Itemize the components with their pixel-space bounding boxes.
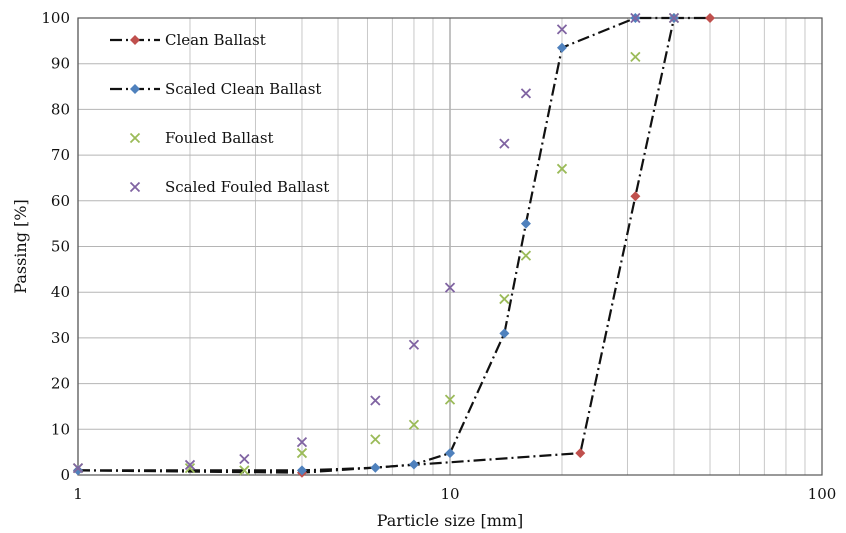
y-tick-label: 50: [51, 238, 70, 256]
scaled-clean-ballast-point: [408, 459, 419, 470]
data-points: [72, 12, 716, 478]
tick-labels: 1 10 100 0 10 20 30 40 50 60 70 80 90 100: [41, 9, 836, 503]
y-tick-label: 80: [51, 100, 70, 118]
series-line-clean-ballast: [77, 16, 710, 474]
fouled-ballast-point: [630, 51, 641, 62]
fouled-ballast-point: [556, 163, 568, 174]
y-tick-label: 100: [41, 9, 70, 27]
x-tick-label: 10: [440, 485, 459, 503]
legend-item-scaled-clean-ballast: Scaled Clean Ballast: [110, 80, 321, 98]
scaled-fouled-ballast-point: [630, 12, 641, 24]
scaled-fouled-ballast-point: [556, 24, 568, 35]
plot-frame: [77, 17, 823, 476]
legend-label: Scaled Clean Ballast: [165, 80, 321, 98]
scaled-clean-ballast-point: [556, 42, 567, 53]
y-tick-label: 90: [51, 55, 70, 73]
scaled-fouled-ballast-point: [668, 12, 680, 24]
scaled-clean-ballast-point: [520, 218, 531, 229]
scaled-clean-ballast-point: [296, 465, 307, 476]
fouled-ballast-point: [499, 293, 510, 305]
series-lines: [77, 16, 710, 474]
scaled-clean-ballast-point: [499, 328, 510, 339]
x-tick-label: 100: [808, 485, 837, 503]
fouled-ballast-point: [184, 463, 196, 474]
fouled-ballast-point: [239, 465, 250, 476]
scaled-fouled-ballast-point: [499, 138, 510, 149]
y-axis-label: Passing [%]: [11, 199, 30, 293]
legend-marker-swatch: [130, 84, 140, 94]
y-tick-label: 70: [51, 146, 70, 164]
clean-ballast-point: [630, 191, 641, 202]
series-line-scaled-clean-ballast: [78, 16, 674, 472]
scaled-fouled-ballast-point: [370, 395, 381, 406]
scaled-clean-ballast-point: [73, 465, 83, 476]
clean-ballast-point: [705, 13, 716, 23]
legend-marker-swatch: [129, 132, 141, 144]
scaled-fouled-ballast-point: [296, 436, 308, 448]
legend-label: Clean Ballast: [165, 31, 266, 49]
fouled-ballast-point: [408, 419, 420, 430]
scaled-fouled-ballast-point: [239, 453, 250, 465]
scaled-fouled-ballast-point: [408, 339, 420, 350]
scaled-fouled-ballast-point: [72, 463, 84, 474]
y-tick-label: 10: [51, 420, 70, 438]
x-tick-label: 1: [73, 485, 83, 503]
legend: Clean Ballast Scaled Clean Ballast Fouled …: [110, 31, 329, 196]
scaled-fouled-ballast-point: [444, 282, 456, 293]
scaled-fouled-ballast-point: [520, 88, 532, 99]
y-tick-label: 60: [51, 192, 70, 210]
legend-label: Scaled Fouled Ballast: [165, 178, 329, 196]
legend-item-clean-ballast: Clean Ballast: [110, 31, 266, 49]
y-tick-label: 30: [51, 329, 70, 347]
legend-item-fouled-ballast: Fouled Ballast: [129, 129, 274, 147]
clean-ballast-point: [575, 448, 586, 459]
x-axis-label: Particle size [mm]: [377, 511, 524, 530]
legend-marker-swatch: [130, 35, 140, 45]
y-tick-label: 40: [51, 283, 70, 301]
fouled-ballast-point: [370, 434, 381, 445]
plot-border: [77, 17, 823, 476]
fouled-ballast-point: [296, 447, 308, 459]
fouled-ballast-point: [520, 250, 532, 261]
legend-marker-swatch: [129, 181, 141, 193]
y-tick-label: 0: [60, 466, 70, 484]
scaled-fouled-ballast-point: [184, 459, 196, 471]
y-tick-label: 20: [51, 375, 70, 393]
legend-label: Fouled Ballast: [165, 129, 274, 147]
scaled-clean-ballast-point: [445, 448, 455, 459]
fouled-ballast-point: [444, 394, 456, 405]
legend-item-scaled-fouled-ballast: Scaled Fouled Ballast: [129, 178, 329, 196]
scaled-clean-ballast-point: [370, 462, 381, 473]
